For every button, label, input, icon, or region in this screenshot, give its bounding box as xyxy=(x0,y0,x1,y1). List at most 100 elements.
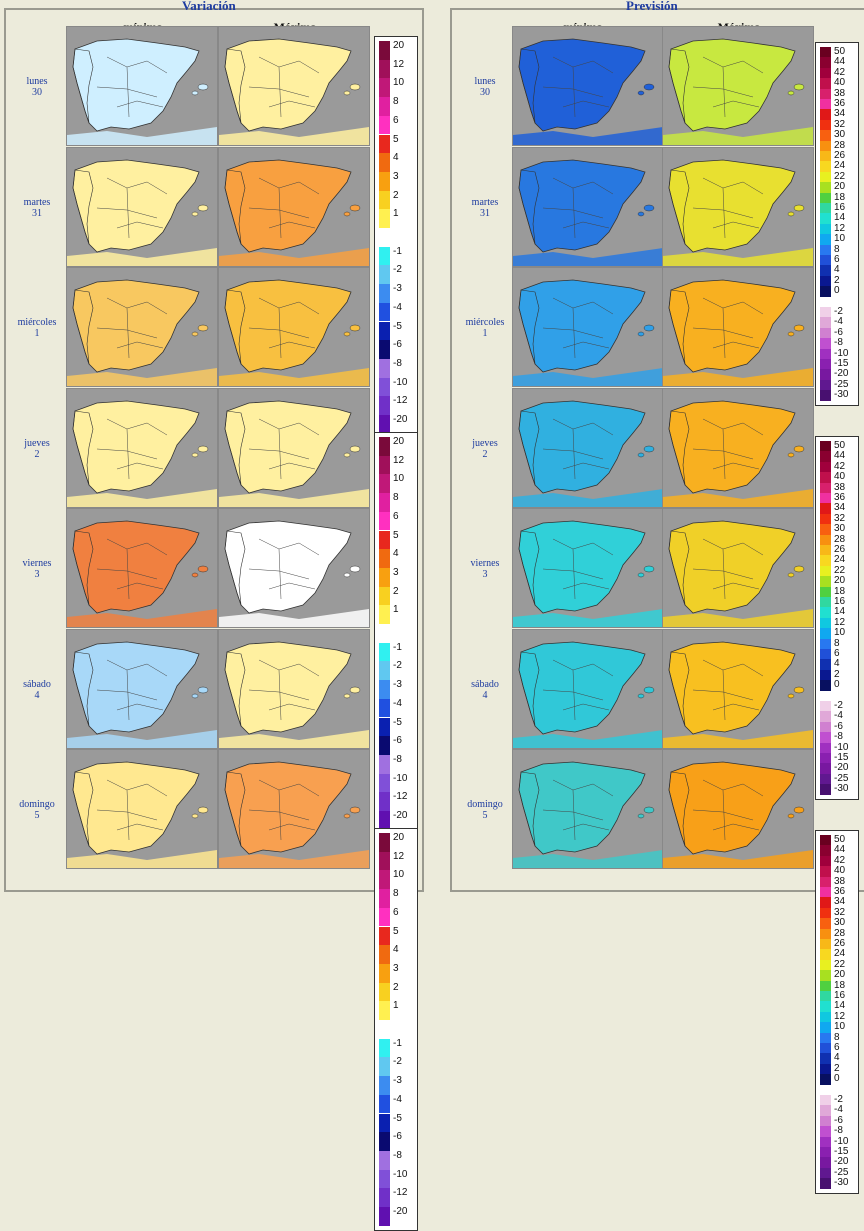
legend-swatch xyxy=(820,565,831,577)
legend-swatch xyxy=(379,171,390,191)
legend-swatch xyxy=(820,472,831,483)
legend-label: 0 xyxy=(834,1073,840,1085)
legend-label: 20 xyxy=(393,40,405,51)
variation-max-map xyxy=(218,26,370,146)
legend-label: 1 xyxy=(393,1000,399,1012)
legend-swatch xyxy=(379,680,390,699)
legend-swatch xyxy=(820,1001,831,1012)
legend-label: 26 xyxy=(834,544,846,555)
legend-label: -25 xyxy=(834,1166,849,1178)
legend-label: 12 xyxy=(393,58,405,70)
day-number: 31 xyxy=(480,207,490,219)
variation-max-map xyxy=(218,628,370,749)
legend-label: -20 xyxy=(393,1206,408,1217)
legend-swatch xyxy=(379,493,390,512)
legend-label: 14 xyxy=(834,1000,846,1012)
legend-swatch xyxy=(820,1043,831,1054)
legend-swatch xyxy=(820,99,831,110)
variation-max-map xyxy=(218,267,370,387)
legend-label: -30 xyxy=(834,389,849,401)
day-label: jueves 2 xyxy=(456,438,514,460)
legend-swatch xyxy=(820,732,831,743)
legend-label: -8 xyxy=(393,1149,402,1161)
legend-label: -4 xyxy=(393,301,402,313)
day-number: 31 xyxy=(32,207,42,219)
legend-swatch xyxy=(379,549,390,568)
legend-label: -25 xyxy=(834,378,849,390)
legend-label: -10 xyxy=(834,741,849,753)
legend-swatch xyxy=(379,455,390,475)
legend-swatch xyxy=(379,190,390,210)
legend-label: -25 xyxy=(834,772,849,784)
legend-swatch xyxy=(820,451,831,462)
legend-swatch xyxy=(379,153,390,172)
legend-swatch xyxy=(379,415,390,434)
legend-swatch xyxy=(820,78,831,89)
legend-label: 6 xyxy=(393,906,399,918)
legend-label: 28 xyxy=(834,139,846,151)
legend-label: -4 xyxy=(393,697,402,709)
day-label: jueves 2 xyxy=(8,438,66,460)
legend-label: 20 xyxy=(393,832,405,843)
day-name: lunes xyxy=(26,76,48,87)
legend-swatch xyxy=(820,109,831,120)
legend-swatch xyxy=(379,358,390,378)
legend-label: -20 xyxy=(393,414,408,425)
legend-label: 4 xyxy=(834,658,840,670)
day-number: 30 xyxy=(480,87,490,98)
legend-label: 28 xyxy=(834,927,846,939)
legend-swatch xyxy=(820,57,831,68)
legend-label: -3 xyxy=(393,283,402,295)
legend-swatch xyxy=(820,461,831,473)
legend-label: -1 xyxy=(393,641,402,653)
legend-swatch xyxy=(820,524,831,535)
legend-label: -15 xyxy=(834,358,849,369)
day-number: 3 xyxy=(482,569,488,580)
legend-label: 44 xyxy=(834,56,846,68)
legend-label: 14 xyxy=(834,212,846,224)
legend-swatch xyxy=(820,773,831,785)
legend-label: -1 xyxy=(393,245,402,257)
legend-label: -10 xyxy=(393,1168,408,1180)
legend-swatch xyxy=(820,835,831,846)
day-label: miércoles 1 xyxy=(8,317,66,339)
legend-swatch xyxy=(379,1038,390,1058)
legend-label: 36 xyxy=(834,886,846,897)
legend-label: 34 xyxy=(834,108,846,120)
legend-label: 5 xyxy=(393,133,399,145)
day-name: domingo xyxy=(467,799,503,810)
legend-label: 38 xyxy=(834,87,846,99)
variation-min-map xyxy=(66,387,218,508)
legend-swatch xyxy=(820,348,831,359)
legend-swatch xyxy=(379,1094,390,1114)
legend-label: 12 xyxy=(834,1010,846,1022)
legend-swatch xyxy=(820,721,831,733)
legend-swatch xyxy=(379,1188,390,1207)
legend-swatch xyxy=(820,275,831,287)
legend-swatch xyxy=(379,870,390,890)
legend-label: 36 xyxy=(834,492,846,503)
variation-min-map xyxy=(66,628,218,749)
legend-label: -8 xyxy=(834,337,843,349)
legend-label: -5 xyxy=(393,1112,402,1124)
legend-label: 22 xyxy=(834,170,846,182)
legend-label: 22 xyxy=(834,564,846,576)
legend-label: 40 xyxy=(834,471,846,483)
legend-label: 42 xyxy=(834,854,846,866)
legend-swatch xyxy=(820,161,831,172)
variation-title: Variación xyxy=(182,0,236,13)
legend-swatch xyxy=(379,511,390,531)
legend-swatch xyxy=(379,1207,390,1226)
legend-label: -6 xyxy=(393,1131,402,1143)
legend-swatch xyxy=(820,203,831,214)
legend-swatch xyxy=(820,1115,831,1127)
legend-label: 16 xyxy=(834,202,846,213)
legend-swatch xyxy=(820,234,831,245)
forecast-max-map xyxy=(662,749,814,869)
legend-swatch xyxy=(820,784,831,795)
legend-swatch xyxy=(379,59,390,79)
legend-label: 4 xyxy=(834,264,840,276)
legend-label: 5 xyxy=(393,529,399,541)
legend-label: 8 xyxy=(393,96,399,108)
legend-label: 6 xyxy=(393,510,399,522)
